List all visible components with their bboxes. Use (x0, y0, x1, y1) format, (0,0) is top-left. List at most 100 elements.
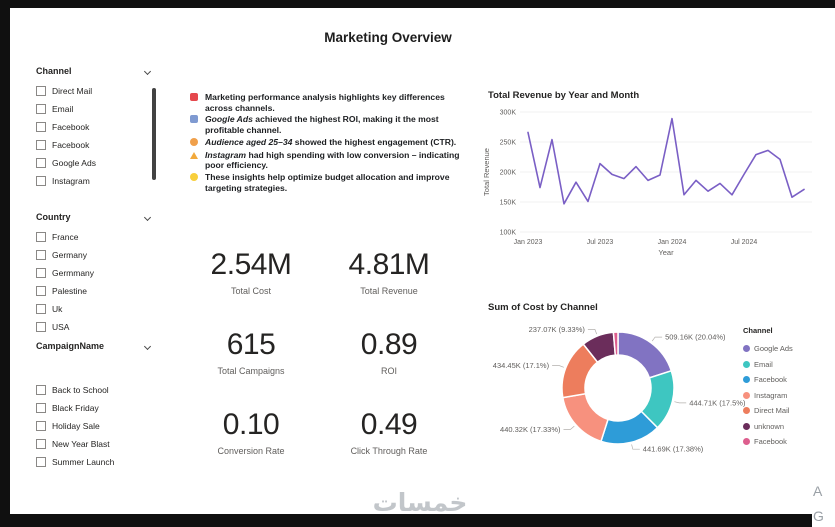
slicer-item-label: Direct Mail (52, 86, 93, 96)
legend-color-dot (743, 407, 750, 415)
slicer-item[interactable]: Germany (36, 246, 154, 264)
cost-donut-chart[interactable]: 509.16K (20.04%) 444.71K (17.5%) 441.69K (… (480, 298, 832, 484)
checkbox[interactable] (36, 104, 46, 114)
legend-items: Google Ads Email Facebook Instagram Direct M… (743, 341, 793, 450)
checkbox[interactable] (36, 421, 46, 431)
donut-legend: Channel Google Ads Email Facebook Instagram… (743, 326, 793, 450)
kpi-label: Total Revenue (360, 286, 418, 296)
checkbox[interactable] (36, 385, 46, 395)
legend-title: Channel (743, 326, 773, 335)
slicer-item[interactable]: Holiday Sale (36, 417, 154, 435)
insight-text: Google Ads achieved the highest ROI, mak… (205, 114, 439, 136)
checkbox[interactable] (36, 403, 46, 413)
label-leader-line (563, 425, 575, 430)
country-slicer: Country France Germany Germmany Palestine Uk… (36, 210, 154, 336)
checkbox[interactable] (36, 140, 46, 150)
chart-increasing-icon (190, 93, 198, 101)
chevron-down-icon[interactable] (143, 342, 152, 350)
revenue-line-chart[interactable]: 100K 150K 200K 250K 300K Jan 2023 Jul 2023 Jan … (480, 86, 832, 258)
slicer-item-label: Germany (52, 250, 87, 260)
insight-line: Google Ads achieved the highest ROI, mak… (190, 114, 466, 135)
legend-color-dot (743, 345, 750, 353)
slicer-item[interactable]: Facebook (36, 136, 154, 154)
legend-color-dot (743, 438, 750, 446)
slicer-item-label: Germmany (52, 268, 95, 278)
insight-text: These insights help optimize budget allo… (205, 172, 450, 193)
checkbox[interactable] (36, 232, 46, 242)
slicer-item-label: USA (52, 322, 70, 332)
slicer-item[interactable]: Germmany (36, 264, 154, 282)
checkbox[interactable] (36, 86, 46, 96)
slicer-item-label: Instagram (52, 176, 90, 186)
kpi-value: 0.10 (222, 408, 280, 441)
checkbox[interactable] (36, 322, 46, 332)
checkbox[interactable] (36, 176, 46, 186)
slicer-item[interactable]: Instagram (36, 172, 154, 190)
people-icon (190, 137, 198, 146)
donut-data-label: 509.16K (20.04%) (665, 333, 726, 342)
y-tick-label: 300K (500, 110, 517, 117)
checkbox[interactable] (36, 304, 46, 314)
label-leader-line (587, 329, 598, 335)
checkbox[interactable] (36, 457, 46, 467)
revenue-line[interactable] (527, 117, 805, 205)
insight-icon-wrap (190, 114, 201, 135)
slicer-item[interactable]: Email (36, 100, 154, 118)
channel-slicer-header[interactable]: Channel (36, 64, 154, 78)
window-frame-left (0, 0, 10, 527)
country-slicer-header[interactable]: Country (36, 210, 154, 224)
channel-slicer-scrollbar[interactable] (152, 88, 156, 180)
side-letters: A G (813, 479, 835, 527)
insight-icon-wrap (190, 92, 201, 113)
legend-item-unknown[interactable]: unknown (743, 419, 793, 435)
kpi-label: Total Campaigns (217, 366, 285, 376)
checkbox[interactable] (36, 268, 46, 278)
slicer-item[interactable]: Black Friday (36, 399, 154, 417)
checkbox[interactable] (36, 286, 46, 296)
slicer-item[interactable]: Google Ads (36, 154, 154, 172)
chevron-down-icon[interactable] (143, 213, 152, 221)
campaign-slicer-header[interactable]: CampaignName (36, 339, 154, 353)
donut-segment-instagram[interactable] (561, 392, 609, 443)
legend-item-direct-mail[interactable]: Direct Mail (743, 403, 793, 419)
channel-slicer-items: Direct Mail Email Facebook Facebook Google A… (36, 82, 154, 190)
kpi-value: 4.81M (348, 248, 430, 281)
insight-line: Marketing performance analysis highlight… (190, 92, 466, 113)
legend-item-facebook[interactable]: Facebook (743, 434, 793, 450)
legend-item-instagram[interactable]: Instagram (743, 388, 793, 404)
donut-segment-facebook[interactable] (612, 331, 619, 356)
legend-item-google-ads[interactable]: Google Ads (743, 341, 793, 357)
window-frame-bottom (0, 514, 812, 527)
slicer-item[interactable]: Facebook (36, 118, 154, 136)
slicer-item[interactable]: New Year Blast (36, 435, 154, 453)
label-leader-line (674, 401, 687, 404)
kpi-card: 2.54M Total Cost (182, 246, 320, 326)
checkbox[interactable] (36, 158, 46, 168)
slicer-item-label: Back to School (52, 385, 109, 395)
legend-color-dot (743, 422, 750, 430)
slicer-item[interactable]: France (36, 228, 154, 246)
slicer-item[interactable]: Uk (36, 300, 154, 318)
slicer-item[interactable]: USA (36, 318, 154, 336)
cost-donut-panel: Sum of Cost by Channel 509.16K (20.04%) 4… (480, 298, 832, 484)
slicer-item[interactable]: Palestine (36, 282, 154, 300)
slicer-item[interactable]: Direct Mail (36, 82, 154, 100)
slicer-title: Country (36, 212, 71, 222)
slicer-item[interactable]: Summer Launch (36, 453, 154, 471)
legend-item-facebook[interactable]: Facebook (743, 372, 793, 388)
insight-icon-wrap (190, 137, 201, 149)
legend-item-email[interactable]: Email (743, 357, 793, 373)
checkbox[interactable] (36, 122, 46, 132)
checkbox[interactable] (36, 250, 46, 260)
donut-segment-google-ads[interactable] (617, 331, 673, 379)
campaign-slicer-items: Back to School Black Friday Holiday Sale Ne… (36, 381, 154, 471)
checkbox[interactable] (36, 439, 46, 449)
kpi-value: 0.49 (360, 408, 418, 441)
y-tick-label: 100K (500, 230, 517, 237)
slicer-item-label: France (52, 232, 79, 242)
insight-text: Marketing performance analysis highlight… (205, 92, 445, 113)
chevron-down-icon[interactable] (143, 67, 152, 75)
slicer-item[interactable]: Back to School (36, 381, 154, 399)
insight-line: These insights help optimize budget allo… (190, 172, 466, 193)
slicer-item-label: Facebook (52, 122, 90, 132)
